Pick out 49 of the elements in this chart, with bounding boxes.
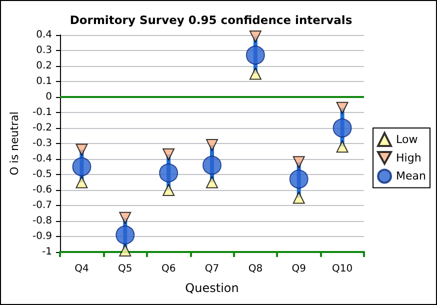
x-tick-label: Q10	[332, 264, 353, 274]
x-tick-label: Q7	[204, 264, 220, 274]
point	[116, 225, 135, 244]
y-tick-label: -0.5	[32, 169, 52, 180]
point	[292, 156, 305, 168]
point	[206, 176, 218, 188]
point	[72, 157, 92, 176]
y-tick-label: -0.9	[32, 231, 52, 242]
point	[76, 176, 88, 188]
point	[246, 46, 265, 65]
point	[292, 192, 305, 204]
point	[249, 30, 262, 43]
point	[76, 144, 88, 156]
point	[332, 118, 352, 138]
x-tick-label: Q9	[292, 264, 306, 274]
y-tick-label: 0.2	[36, 60, 52, 72]
y-tick-label: -0.8	[32, 216, 52, 226]
y-tick-label: -0.2	[32, 122, 52, 134]
y-axis-title: O is neutral	[8, 112, 21, 176]
y-tick-label: -0.6	[32, 184, 52, 196]
y-tick-label: -0.4	[32, 154, 52, 164]
point	[159, 163, 178, 182]
x-tick-label: Q6	[161, 264, 176, 274]
y-tick-label: 0.3	[36, 45, 52, 56]
point	[249, 68, 262, 80]
y-tick-label: 0	[46, 92, 52, 102]
legend-label: Mean	[396, 170, 426, 183]
y-tick-label: -1	[42, 246, 52, 258]
point	[336, 140, 348, 153]
legend-label: High	[396, 151, 422, 164]
x-tick-label: Q4	[74, 264, 89, 274]
x-tick-label: Q5	[118, 264, 132, 274]
y-tick-label: -0.3	[32, 138, 52, 149]
x-tick-label: Q8	[248, 264, 263, 274]
point	[162, 184, 175, 196]
y-tick-label: 0.4	[36, 30, 52, 40]
point	[206, 139, 218, 152]
y-tick-label: -0.7	[32, 200, 52, 211]
y-tick-label: 0.1	[36, 76, 52, 87]
point	[162, 148, 175, 160]
point	[202, 156, 222, 175]
point	[119, 212, 132, 224]
y-tick-label: -0.1	[32, 107, 52, 118]
point	[289, 170, 308, 189]
point	[336, 102, 348, 114]
point	[119, 244, 132, 256]
x-axis-title: Question	[185, 281, 239, 295]
chart-title: Dormitory Survey 0.95 confidence intervals	[70, 13, 352, 27]
legend-label: Low	[396, 133, 418, 146]
